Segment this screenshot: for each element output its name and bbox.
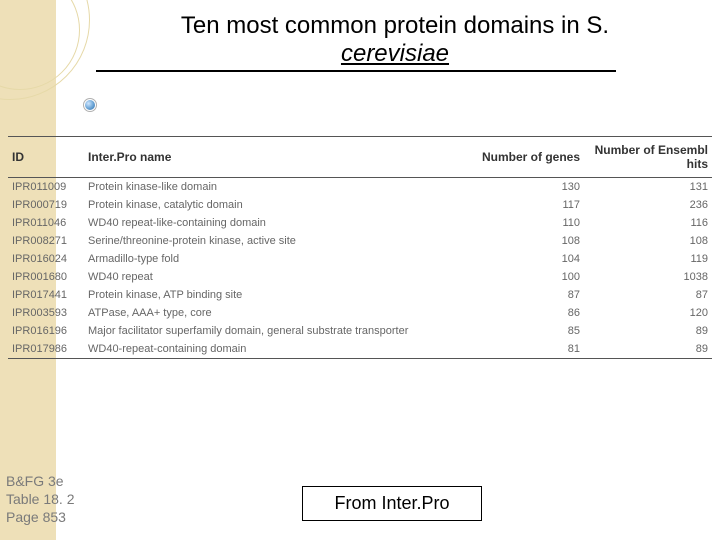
- cell-id: IPR017986: [8, 340, 84, 359]
- cell-name: Armadillo-type fold: [84, 250, 474, 268]
- cell-id: IPR016024: [8, 250, 84, 268]
- cell-genes: 117: [474, 196, 584, 214]
- table-row: IPR017441Protein kinase, ATP binding sit…: [8, 286, 712, 304]
- cell-name: ATPase, AAA+ type, core: [84, 304, 474, 322]
- footer-ref-line2: Table 18. 2: [6, 490, 75, 508]
- cell-name: Protein kinase-like domain: [84, 178, 474, 197]
- source-label: From Inter.Pro: [334, 493, 449, 513]
- table-row: IPR016024Armadillo-type fold104119: [8, 250, 712, 268]
- cell-id: IPR016196: [8, 322, 84, 340]
- cell-genes: 81: [474, 340, 584, 359]
- cell-hits: 87: [584, 286, 712, 304]
- cell-hits: 116: [584, 214, 712, 232]
- cell-name: Major facilitator superfamily domain, ge…: [84, 322, 474, 340]
- cell-genes: 100: [474, 268, 584, 286]
- table-row: IPR001680WD40 repeat1001038: [8, 268, 712, 286]
- cell-hits: 119: [584, 250, 712, 268]
- cell-id: IPR011009: [8, 178, 84, 197]
- cell-id: IPR008271: [8, 232, 84, 250]
- cell-name: WD40 repeat: [84, 268, 474, 286]
- decorative-circle: [0, 0, 80, 90]
- cell-id: IPR011046: [8, 214, 84, 232]
- table-row: IPR011009Protein kinase-like domain13013…: [8, 178, 712, 197]
- cell-hits: 1038: [584, 268, 712, 286]
- col-header-hits: Number of Ensembl hits: [584, 137, 712, 178]
- cell-name: Serine/threonine-protein kinase, active …: [84, 232, 474, 250]
- cell-hits: 120: [584, 304, 712, 322]
- col-header-name: Inter.Pro name: [84, 137, 474, 178]
- table-row: IPR008271Serine/threonine-protein kinase…: [8, 232, 712, 250]
- cell-genes: 104: [474, 250, 584, 268]
- cell-name: WD40 repeat-like-containing domain: [84, 214, 474, 232]
- cell-genes: 85: [474, 322, 584, 340]
- cell-hits: 108: [584, 232, 712, 250]
- footer-reference: B&FG 3e Table 18. 2 Page 853: [6, 472, 75, 527]
- footer-ref-line3: Page 853: [6, 508, 75, 526]
- cell-genes: 130: [474, 178, 584, 197]
- cell-id: IPR001680: [8, 268, 84, 286]
- col-header-genes: Number of genes: [474, 137, 584, 178]
- cell-genes: 108: [474, 232, 584, 250]
- cell-id: IPR017441: [8, 286, 84, 304]
- table-row: IPR016196Major facilitator superfamily d…: [8, 322, 712, 340]
- cell-genes: 86: [474, 304, 584, 322]
- table-row: IPR017986WD40-repeat-containing domain81…: [8, 340, 712, 359]
- bullet-sphere-icon: [84, 98, 98, 112]
- cell-name: Protein kinase, catalytic domain: [84, 196, 474, 214]
- table-row: IPR000719Protein kinase, catalytic domai…: [8, 196, 712, 214]
- cell-name: WD40-repeat-containing domain: [84, 340, 474, 359]
- cell-hits: 89: [584, 340, 712, 359]
- cell-name: Protein kinase, ATP binding site: [84, 286, 474, 304]
- cell-id: IPR000719: [8, 196, 84, 214]
- table-row: IPR011046WD40 repeat-like-containing dom…: [8, 214, 712, 232]
- protein-domain-table: ID Inter.Pro name Number of genes Number…: [8, 136, 712, 359]
- cell-hits: 236: [584, 196, 712, 214]
- title-line2: cerevisiae: [341, 40, 449, 67]
- col-header-id: ID: [8, 137, 84, 178]
- cell-hits: 131: [584, 178, 712, 197]
- slide-title: Ten most common protein domains in S. ce…: [115, 12, 675, 68]
- table-row: IPR003593ATPase, AAA+ type, core86120: [8, 304, 712, 322]
- source-box: From Inter.Pro: [302, 486, 482, 521]
- table-header-row: ID Inter.Pro name Number of genes Number…: [8, 137, 712, 178]
- cell-genes: 87: [474, 286, 584, 304]
- footer-ref-line1: B&FG 3e: [6, 472, 75, 490]
- cell-hits: 89: [584, 322, 712, 340]
- title-underline: [96, 70, 616, 72]
- title-line1: Ten most common protein domains in S.: [181, 12, 609, 39]
- cell-id: IPR003593: [8, 304, 84, 322]
- cell-genes: 110: [474, 214, 584, 232]
